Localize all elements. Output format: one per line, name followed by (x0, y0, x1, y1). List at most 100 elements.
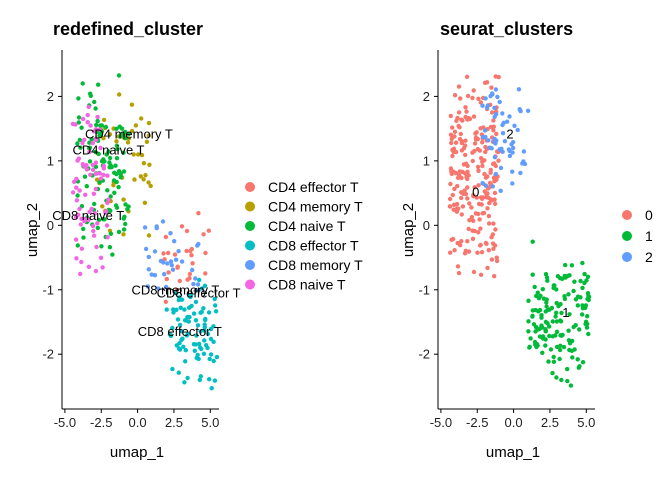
point-cd4-naive-t (125, 207, 130, 212)
point-1 (586, 331, 591, 337)
point-1 (545, 278, 550, 283)
point-cd4-naive-t (103, 124, 109, 130)
point-cd4-naive-t (119, 126, 125, 131)
point-1 (540, 325, 545, 330)
point-0 (466, 249, 472, 254)
point-1 (551, 359, 557, 364)
point-0 (482, 158, 487, 163)
point-0 (472, 228, 477, 234)
point-cd4-memory-t (139, 152, 145, 158)
point-cd4-memory-t (131, 152, 136, 157)
point-0 (472, 185, 477, 190)
point-0 (460, 204, 466, 209)
panel-title: seurat_clusters (440, 19, 573, 39)
point-0 (487, 200, 492, 206)
y-tick-label: 2 (47, 89, 54, 104)
point-1 (559, 377, 564, 383)
legend-key (245, 221, 255, 231)
legend-key (245, 260, 255, 270)
point-2 (492, 155, 498, 160)
point-cd8-effector-t (174, 307, 179, 312)
point-1 (585, 274, 591, 279)
point-0 (467, 218, 472, 223)
point-1 (556, 303, 561, 309)
point-1 (580, 285, 585, 291)
point-2 (489, 146, 494, 151)
legend-key (245, 240, 255, 251)
point-cd8-effector-t (187, 293, 192, 299)
point-cd8-naive-t (91, 233, 97, 238)
point-cd8-naive-t (95, 221, 100, 226)
point-cd4-memory-t (148, 183, 153, 189)
point-cd8-effector-t (213, 303, 218, 308)
point-0 (472, 141, 478, 146)
point-cd8-effector-t (196, 341, 202, 347)
point-0 (482, 189, 487, 194)
point-0 (493, 227, 498, 232)
point-cd8-naive-t (87, 149, 92, 155)
point-cd8-naive-t (84, 167, 90, 172)
x-tick-label: 0.0 (129, 415, 147, 430)
point-cd4-effector-t (189, 246, 194, 252)
panel-seurat-clusters: seurat_clusters 0 1 2 -5.0 -2.5 0.0 2.5 5.0 -2… (400, 19, 653, 461)
point-1 (554, 310, 559, 315)
point-2 (498, 165, 504, 171)
point-cd8-effector-t (193, 342, 198, 347)
point-1 (526, 298, 531, 303)
y-tick-label: -1 (418, 282, 430, 297)
point-1 (554, 375, 559, 380)
point-cd8-naive-t (83, 192, 88, 197)
point-cd8-naive-t (91, 228, 96, 234)
point-cd4-memory-t (136, 152, 141, 157)
point-cd4-memory-t (111, 183, 116, 188)
point-1 (526, 329, 531, 334)
point-2 (510, 169, 515, 174)
point-0 (491, 128, 496, 133)
point-1 (560, 276, 565, 281)
point-0 (465, 176, 470, 182)
point-1 (535, 343, 540, 348)
point-2 (515, 127, 520, 133)
point-2 (495, 94, 500, 100)
point-0 (469, 205, 474, 210)
point-cd8-effector-t (208, 326, 214, 332)
point-cd4-naive-t (80, 81, 85, 86)
point-cd8-effector-t (202, 283, 208, 288)
point-cd4-memory-t (139, 116, 144, 121)
point-cd8-naive-t (90, 140, 96, 146)
point-cd8-effector-t (177, 322, 183, 328)
point-0 (455, 240, 460, 246)
point-0 (448, 113, 453, 119)
point-0 (466, 226, 471, 232)
point-cd8-effector-t (205, 345, 210, 351)
point-0 (487, 185, 492, 190)
point-0 (489, 198, 494, 203)
point-0 (476, 183, 481, 188)
point-cd4-naive-t (96, 217, 102, 223)
point-1 (554, 329, 560, 334)
point-cd8-naive-t (94, 244, 99, 250)
point-cd8-effector-t (186, 319, 191, 324)
point-1 (554, 319, 559, 324)
point-cd4-memory-t (141, 161, 147, 166)
point-2 (480, 103, 485, 108)
point-0 (451, 149, 456, 155)
point-cd4-effector-t (166, 270, 171, 275)
x-axis-label: umap_1 (486, 444, 540, 461)
point-cd4-naive-t (84, 184, 90, 189)
point-cd8-memory-t (146, 254, 151, 260)
point-cd8-naive-t (88, 123, 93, 128)
point-1 (539, 315, 544, 320)
point-0 (459, 212, 464, 217)
point-cd8-naive-t (106, 197, 111, 202)
point-cd4-memory-t (100, 204, 105, 209)
point-2 (492, 139, 497, 144)
point-cd8-effector-t (211, 358, 216, 364)
legend-label: CD8 memory T (268, 257, 363, 273)
point-cd4-memory-t (147, 162, 152, 167)
point-cd4-effector-t (164, 276, 169, 282)
point-0 (470, 95, 475, 101)
point-0 (490, 232, 496, 237)
point-cd8-effector-t (179, 337, 184, 343)
